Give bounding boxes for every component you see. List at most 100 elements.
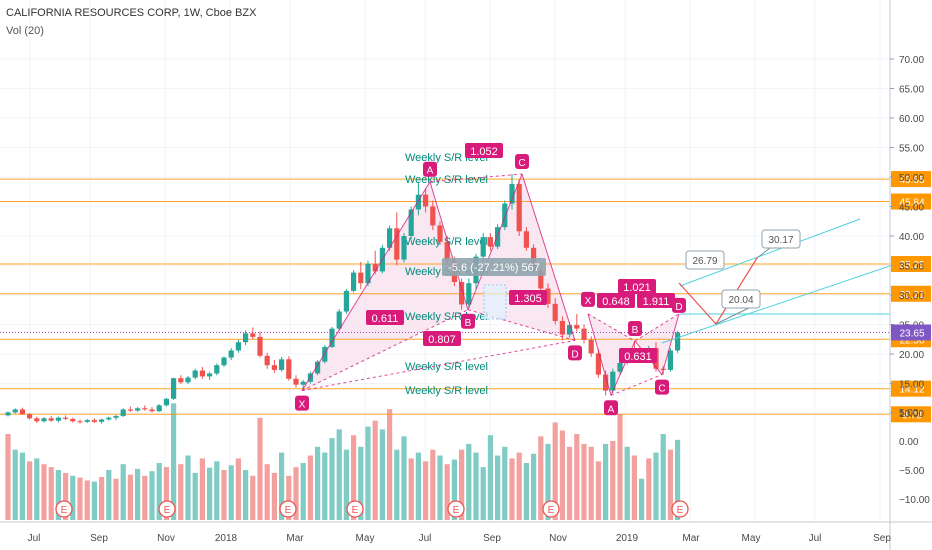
volume-bar xyxy=(315,446,321,520)
time-tick-label: Nov xyxy=(157,533,175,544)
volume-bar xyxy=(653,452,659,520)
sr-level-label: Weekly S/R level xyxy=(405,385,488,397)
earnings-marker xyxy=(671,500,689,518)
pattern-ratio-badge xyxy=(509,290,547,305)
volume-indicator-label[interactable]: Vol (20) xyxy=(6,25,44,37)
sr-price-tag-label: 9.78 xyxy=(902,410,922,421)
candle-body xyxy=(77,421,83,423)
pattern-point-badge xyxy=(568,345,582,361)
volume-bar xyxy=(271,472,277,520)
pattern-point-label: A xyxy=(608,404,615,415)
volume-bar xyxy=(250,475,256,520)
pattern-point-label: A xyxy=(427,166,434,177)
volume-bar xyxy=(84,480,90,520)
volume-bar xyxy=(156,463,162,520)
candle-body xyxy=(199,370,205,377)
time-tick-label: Nov xyxy=(549,533,567,544)
volume-bar xyxy=(351,435,357,520)
sr-price-tag xyxy=(891,380,931,397)
price-tick-label: 15.00 xyxy=(899,380,924,391)
pattern-point-badge xyxy=(672,297,686,313)
pattern-ratio-label: 1.911 xyxy=(643,296,670,308)
candle-body xyxy=(502,203,508,228)
volume-bar xyxy=(631,455,637,520)
pattern-ratio-label: 1.021 xyxy=(623,282,651,294)
earnings-marker xyxy=(346,500,364,518)
candle-body xyxy=(99,419,105,422)
volume-bar xyxy=(91,481,97,520)
support-resistance-levels[interactable]: Weekly S/R level 49.65 Weekly S/R level 45.… xyxy=(0,152,931,423)
volume-bar xyxy=(358,446,364,520)
pattern-point-badge xyxy=(461,313,475,329)
volume-bar xyxy=(487,435,493,520)
pattern-ratio-badge xyxy=(597,293,635,308)
chart-drawings[interactable]: -5.6 (-27.21%) 567 X A B C D X A B C D 0.611 1.052 1.… xyxy=(0,143,891,416)
candle-body xyxy=(156,405,162,412)
price-tick-label: 55.00 xyxy=(899,144,924,155)
price-tick-label: 50.00 xyxy=(899,173,924,184)
candle-body xyxy=(343,290,349,312)
volume-bar xyxy=(646,458,652,520)
volume-bar xyxy=(48,467,54,520)
volume-bar xyxy=(408,458,414,520)
volume-bar xyxy=(286,475,292,520)
candle-body xyxy=(487,237,493,247)
volume-bar xyxy=(545,443,551,520)
time-tick-label: Mar xyxy=(286,533,304,544)
candle-body xyxy=(91,420,97,422)
pattern-point-badge xyxy=(515,154,529,170)
pattern-ratio-label: 0.611 xyxy=(372,313,399,325)
time-tick-label: Mar xyxy=(682,533,700,544)
candle-body xyxy=(63,417,69,419)
volume-bar xyxy=(365,426,371,520)
candle-body xyxy=(221,357,227,366)
candle-body xyxy=(271,365,277,370)
price-axis[interactable]: 70.00 65.00 60.00 55.00 50.00 45.00 40.00 35.00… xyxy=(889,0,931,550)
pattern-point-badge xyxy=(604,400,618,416)
candle-body xyxy=(178,378,184,383)
pattern-ratio-label: 0.648 xyxy=(602,296,630,308)
candle-body xyxy=(466,283,472,305)
price-tick-label: 70.00 xyxy=(899,55,924,66)
volume-bar xyxy=(135,468,141,520)
pattern-point-label: D xyxy=(675,302,682,313)
sr-price-tag-label: 22.50 xyxy=(899,335,924,346)
measure-box xyxy=(442,258,546,276)
volume-bar xyxy=(77,477,83,520)
candle-body xyxy=(113,415,119,418)
volume-bar xyxy=(574,434,580,520)
candle-body xyxy=(459,282,465,305)
volume-bar xyxy=(603,443,609,520)
candle-body xyxy=(423,194,429,207)
volume-bar xyxy=(279,452,285,520)
volume-bar xyxy=(106,470,112,520)
pattern-ratio-badge xyxy=(366,310,404,325)
sr-level-label: Weekly S/R level xyxy=(405,361,488,373)
volume-bar xyxy=(523,463,529,520)
candle-body xyxy=(552,303,558,321)
price-tick-label: 30.00 xyxy=(899,291,924,302)
time-axis[interactable]: Jul Sep Nov 2018 Mar May Jul Sep Nov 2019 Mar May Ju… xyxy=(0,521,932,544)
candle-body xyxy=(235,342,241,351)
volume-tick-label: 0.00 xyxy=(899,437,919,448)
price-tick-label: 45.00 xyxy=(899,203,924,214)
volume-bar xyxy=(41,464,47,520)
volume-bar xyxy=(163,467,169,520)
volume-bar xyxy=(171,403,177,520)
candle-body xyxy=(55,417,61,421)
pattern-ratio-badge xyxy=(423,331,461,346)
candle-body xyxy=(495,227,501,247)
candle-body xyxy=(365,263,371,284)
volume-bar xyxy=(459,449,465,520)
candle-body xyxy=(415,194,421,210)
candle-body xyxy=(264,355,270,366)
volume-tick-label: 5.00 xyxy=(899,408,919,419)
sr-price-tag xyxy=(891,193,931,210)
pattern2-xab-fill xyxy=(588,313,635,396)
time-tick-label: Jul xyxy=(28,533,41,544)
candle-body xyxy=(149,409,155,412)
candle-body xyxy=(538,270,544,289)
pattern-xab-fill xyxy=(302,181,468,391)
candle-body xyxy=(437,225,443,242)
